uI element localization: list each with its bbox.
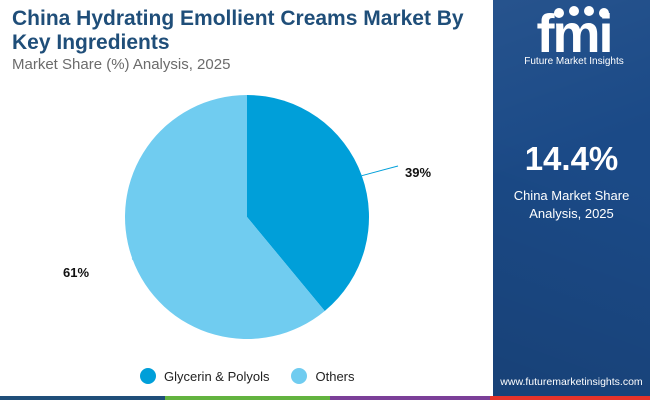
- panel-texture: [493, 0, 650, 400]
- bottom-bar-segment: [330, 396, 490, 400]
- chart-legend: Glycerin & Polyols Others: [140, 366, 377, 386]
- chart-subtitle: Market Share (%) Analysis, 2025: [12, 56, 231, 73]
- pie-slice-glycerin: [247, 95, 369, 312]
- chart-title: China Hydrating Emollient Creams Market …: [12, 7, 464, 54]
- fmi-logo: fmi Future Market Insights: [509, 4, 639, 70]
- bottom-bar-segment: [165, 396, 330, 400]
- legend-swatch-others: [291, 368, 308, 384]
- legend-item-glycerin: Glycerin & Polyols: [140, 368, 269, 384]
- data-label: 39%: [405, 165, 431, 180]
- leader-line: [131, 258, 134, 261]
- logo-tagline: Future Market Insights: [524, 56, 624, 67]
- website-url[interactable]: www.futuremarketinsights.com: [500, 376, 643, 388]
- pie-chart: 39% 61%: [63, 95, 431, 339]
- data-label: 61%: [63, 265, 89, 280]
- side-panel: fmi Future Market Insights 14.4% China M…: [493, 0, 650, 400]
- bottom-bar-segment: [0, 396, 165, 400]
- legend-swatch-glycerin: [140, 368, 156, 384]
- logo-dot-icon: [584, 6, 594, 16]
- highlight-value: 14.4%: [524, 140, 619, 177]
- legend-item-others: Others: [291, 368, 355, 384]
- bottom-bar-segment: [490, 396, 650, 400]
- pie-slice-others: [124, 95, 325, 339]
- logo-dot-icon: [599, 8, 609, 18]
- legend-label-glycerin: Glycerin & Polyols: [164, 368, 270, 384]
- leader-line: [361, 165, 399, 177]
- bottom-color-bar: [0, 396, 650, 400]
- logo-dot-icon: [569, 6, 579, 16]
- legend-label-others: Others: [315, 368, 355, 384]
- logo-dot-icon: [554, 8, 564, 18]
- highlight-caption: China Market Share Analysis, 2025: [513, 188, 630, 221]
- fmi-logo-mark: fmi: [537, 4, 614, 64]
